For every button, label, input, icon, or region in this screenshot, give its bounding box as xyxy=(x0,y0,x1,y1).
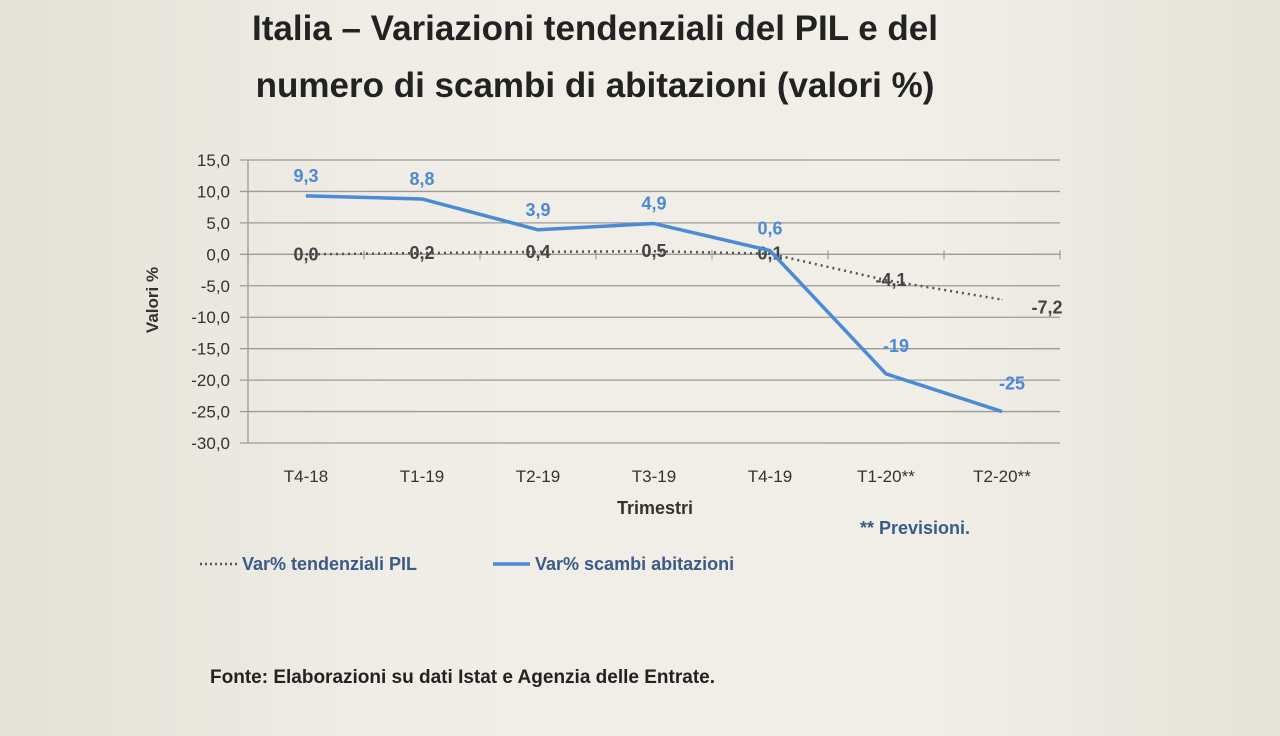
data-point xyxy=(421,252,423,254)
data-point xyxy=(885,279,887,281)
y-tick-label: -15,0 xyxy=(191,340,230,359)
x-tick-label: T4-19 xyxy=(748,467,792,486)
y-tick-label: 10,0 xyxy=(197,182,230,201)
data-label: 4,9 xyxy=(641,194,666,214)
data-point xyxy=(653,250,655,252)
data-label: 0,4 xyxy=(525,242,550,262)
y-tick-label: -10,0 xyxy=(191,308,230,327)
data-point xyxy=(537,229,539,231)
data-label: 0,0 xyxy=(293,244,318,264)
scambi-line xyxy=(305,194,1003,414)
chart-title-line-2: numero di scambi di abitazioni (valori %… xyxy=(256,66,935,105)
y-tick-labels: 15,0 10,0 5,0 0,0 -5,0 -10,0 -15,0 -20,0 -25,0 -3… xyxy=(191,151,230,453)
y-tick-label: -30,0 xyxy=(191,434,230,453)
data-label: -19 xyxy=(883,336,909,356)
y-tick-label: -5,0 xyxy=(201,277,230,296)
data-point xyxy=(421,198,423,200)
legend-pil-label: Var% tendenziali PIL xyxy=(242,554,417,574)
data-point xyxy=(305,195,307,197)
data-label: -7,2 xyxy=(1031,298,1062,318)
data-label: 0,6 xyxy=(757,219,782,239)
series: 0,0 0,2 0,4 0,5 0,1-4,1-7,29,3 8,83,9 4,90,6-1… xyxy=(293,166,1063,414)
x-tick-label: T2-19 xyxy=(516,467,560,486)
x-tick-label: T3-19 xyxy=(632,467,676,486)
y-axis-title: Valori % xyxy=(143,267,162,333)
x-tick-label: T4-18 xyxy=(284,467,328,486)
data-point xyxy=(305,253,307,255)
chart-title-line-1: Italia – Variazioni tendenziali del PIL … xyxy=(252,9,938,48)
data-label: 8,8 xyxy=(409,169,434,189)
data-point xyxy=(769,250,771,252)
data-label: -4,1 xyxy=(875,270,906,290)
data-point xyxy=(1001,411,1003,413)
grid xyxy=(240,159,1061,444)
forecast-note: ** Previsioni. xyxy=(860,518,970,538)
data-label: 9,3 xyxy=(293,166,318,186)
y-tick-label: -25,0 xyxy=(191,403,230,422)
data-label: 3,9 xyxy=(525,200,550,220)
y-tick-label: 0,0 xyxy=(206,245,230,264)
data-label: -25 xyxy=(999,374,1025,394)
x-tick-label: T1-20** xyxy=(857,467,915,486)
legend-scambi-label: Var% scambi abitazioni xyxy=(535,554,734,574)
data-point xyxy=(537,251,539,253)
y-tick-label: -20,0 xyxy=(191,371,230,390)
x-tick-label: T1-19 xyxy=(400,467,444,486)
y-tick-label: 15,0 xyxy=(197,151,230,170)
legend: Var% tendenziali PIL Var% scambi abitazi… xyxy=(200,554,734,574)
data-point xyxy=(1001,299,1003,301)
data-point xyxy=(885,373,887,375)
data-label: 0,2 xyxy=(409,243,434,263)
x-tick-label: T2-20** xyxy=(973,467,1031,486)
y-tick-label: 5,0 xyxy=(206,214,230,233)
data-point xyxy=(769,253,771,255)
x-axis-title: Trimestri xyxy=(617,498,693,518)
data-label: 0,5 xyxy=(641,241,666,261)
x-tick-labels: T4-18 T1-19 T2-19 T3-19 T4-19 T1-20** T2-20** xyxy=(284,467,1031,486)
source-note: Fonte: Elaborazioni su dati Istat e Agen… xyxy=(210,667,715,688)
data-point xyxy=(653,223,655,225)
